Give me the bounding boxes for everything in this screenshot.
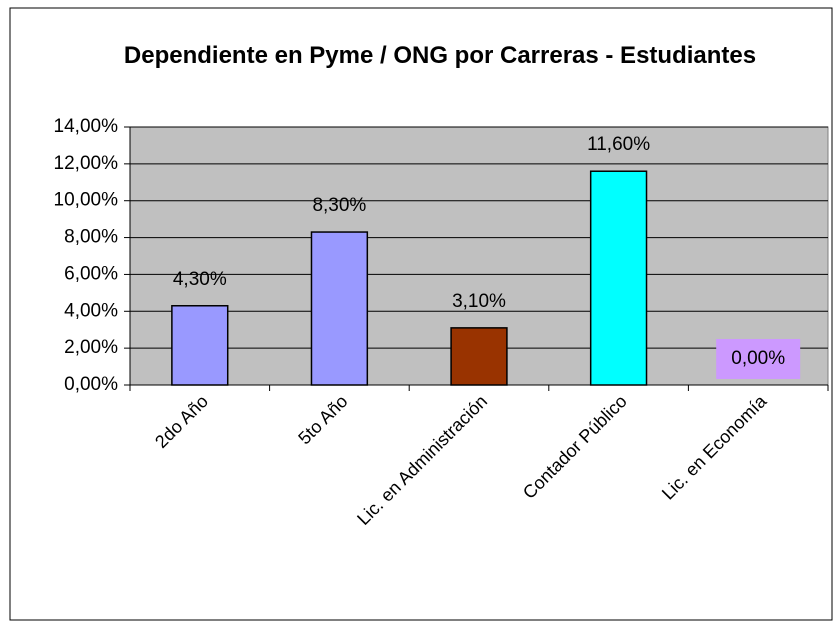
- data-label: 8,30%: [312, 195, 366, 216]
- y-tick-label: 8,00%: [64, 227, 118, 248]
- y-tick-label: 0,00%: [64, 374, 118, 395]
- y-tick-label: 4,00%: [64, 300, 118, 321]
- data-label: 11,60%: [587, 134, 650, 155]
- y-tick-label: 12,00%: [54, 153, 119, 174]
- y-tick-label: 10,00%: [54, 190, 119, 211]
- bar: [171, 305, 229, 386]
- chart-title: Dependiente en Pyme / ONG por Carreras -…: [123, 42, 757, 69]
- bar: [450, 327, 508, 386]
- data-label: 4,30%: [173, 269, 227, 290]
- y-tick-label: 6,00%: [64, 263, 118, 284]
- data-label: 0,00%: [731, 348, 785, 369]
- bar: [589, 170, 648, 386]
- y-tick-label: 14,00%: [54, 116, 119, 137]
- data-label-background: [716, 339, 801, 379]
- y-tick-label: 2,00%: [64, 337, 118, 358]
- bar: [310, 231, 369, 386]
- data-label: 3,10%: [452, 291, 506, 312]
